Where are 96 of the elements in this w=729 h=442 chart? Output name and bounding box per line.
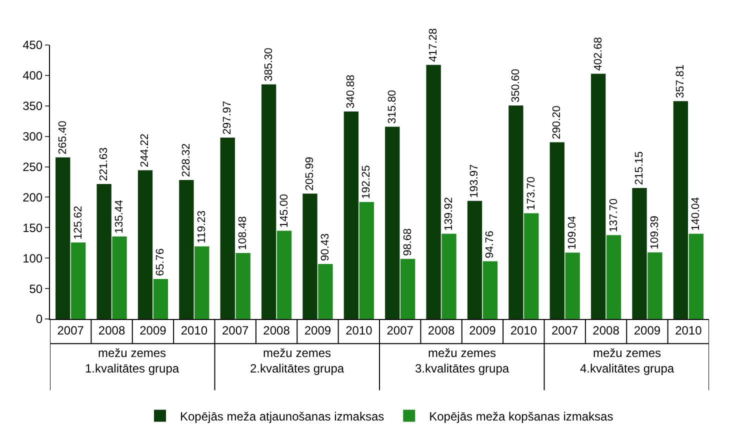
y-tick-label: 50	[29, 282, 43, 296]
y-tick-label: 250	[22, 160, 43, 174]
bar	[524, 213, 539, 319]
data-label: 297.97	[222, 100, 234, 135]
data-label: 135.44	[114, 200, 126, 234]
bar	[56, 157, 70, 319]
data-label: 193.97	[468, 164, 481, 198]
bar	[688, 234, 704, 319]
y-tick-label: 0	[36, 312, 43, 326]
data-label: 192.25	[360, 165, 373, 199]
text: mežu zemes 1.kvalitātes grupa	[85, 346, 180, 376]
x-tick-label: 2009	[634, 323, 661, 338]
data-label: 119.23	[196, 210, 208, 244]
bar	[565, 252, 580, 319]
data-label: 402.68	[592, 37, 604, 71]
x-tick-label: 2007	[386, 323, 414, 338]
x-tick-label: 2010	[180, 323, 208, 338]
data-label: 109.39	[648, 216, 661, 250]
bar	[673, 101, 688, 319]
bar	[508, 106, 524, 319]
bar	[467, 200, 482, 319]
x-tick-label: 2007	[57, 323, 84, 338]
data-label: 140.04	[690, 197, 702, 231]
x-tick-label: 2010	[346, 323, 373, 338]
x-tick-label: 2007	[551, 323, 579, 338]
text: mežu zemes 3.kvalitātes grupa	[415, 346, 510, 376]
data-label: 98.68	[402, 228, 414, 256]
x-tick-label: 2007	[222, 323, 250, 338]
bar	[400, 258, 416, 319]
x-tick-label: 2009	[304, 323, 332, 338]
bar	[632, 188, 647, 319]
data-label: 417.28	[428, 28, 440, 62]
data-label: 90.43	[319, 233, 332, 261]
x-tick-label: 2008	[98, 323, 126, 338]
bar	[648, 252, 662, 319]
bar	[194, 246, 210, 319]
data-label: 215.15	[633, 151, 646, 185]
bar	[318, 264, 333, 319]
bar	[179, 180, 194, 319]
bar	[96, 184, 112, 319]
legend-label: Kopējās meža kopšanas izmaksas	[429, 409, 614, 424]
text: mežu zemes 2.kvalitātes grupa	[250, 346, 344, 376]
data-label: 221.63	[98, 147, 110, 182]
data-label: 94.76	[484, 230, 496, 258]
y-tick-label: 300	[22, 130, 43, 144]
data-label: 173.70	[525, 176, 538, 210]
bar	[385, 126, 400, 319]
y-tick-label: 450	[22, 38, 43, 52]
bar	[442, 234, 456, 319]
text: mežu zemes 4.kvalitātes grupa	[580, 346, 674, 376]
x-tick-label: 2008	[428, 323, 455, 338]
bar	[153, 278, 168, 319]
y-tick-label: 350	[22, 99, 43, 114]
data-label: 108.48	[237, 216, 250, 250]
y-tick-label: 200	[22, 190, 43, 204]
data-label: 109.04	[566, 216, 579, 250]
data-label: 65.76	[154, 248, 167, 276]
bar	[606, 235, 622, 319]
data-label: 265.40	[56, 120, 69, 154]
x-tick-label: 2010	[510, 323, 538, 338]
bar	[550, 142, 564, 319]
data-label: 315.80	[386, 90, 398, 124]
bar	[112, 236, 127, 319]
bar	[590, 74, 606, 319]
data-label: 139.92	[443, 197, 456, 231]
bar	[359, 202, 374, 319]
x-tick-label: 2009	[469, 323, 496, 338]
y-tick-label: 100	[22, 251, 43, 266]
data-label: 205.99	[304, 156, 316, 191]
bar	[302, 194, 318, 319]
data-label: 228.32	[180, 143, 192, 177]
data-label: 340.88	[345, 74, 358, 108]
data-label: 385.30	[262, 48, 275, 82]
legend-label: Kopējās meža atjaunošanas izmaksas	[180, 409, 384, 424]
data-label: 137.70	[608, 198, 620, 232]
x-tick-label: 2010	[675, 323, 702, 338]
bar	[344, 111, 359, 319]
bar	[276, 230, 292, 319]
data-label: 357.81	[674, 64, 687, 98]
data-label: 290.20	[551, 106, 564, 140]
bar	[138, 170, 153, 319]
bar	[70, 242, 86, 319]
x-tick-label: 2008	[592, 323, 620, 338]
bar	[426, 64, 441, 319]
data-label: 145.00	[278, 194, 290, 228]
bar	[261, 84, 276, 319]
bar	[482, 261, 498, 319]
data-label: 125.62	[72, 206, 84, 240]
bar	[236, 252, 250, 319]
bar	[220, 138, 235, 319]
y-tick-label: 150	[22, 220, 43, 235]
data-label: 350.60	[510, 68, 522, 103]
x-tick-label: 2009	[140, 323, 167, 338]
data-label: 244.22	[139, 134, 152, 168]
y-tick-label: 400	[22, 68, 43, 83]
x-tick-label: 2008	[263, 323, 290, 338]
